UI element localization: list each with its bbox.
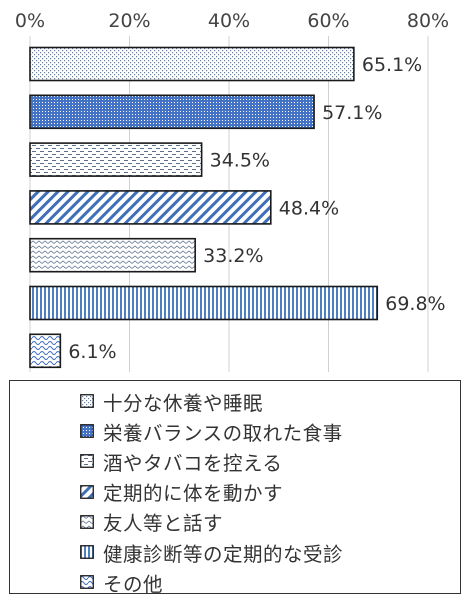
bar-chart: 0% 20% 40% 60% 80% 65.1% 57.1% 34.5% 48.4% 33.2%… (15, 10, 449, 372)
data-label: 48.4% (279, 197, 339, 219)
legend-swatch (80, 394, 94, 408)
legend-swatch (80, 514, 94, 529)
legend-item: 健康診断等の定期的な受診 (80, 538, 343, 566)
data-label: 65.1% (362, 54, 422, 76)
legend-swatch (80, 424, 94, 439)
legend-label: 栄養バランスの取れた食事 (103, 421, 343, 445)
bar-5 (29, 237, 196, 273)
bar-6 (29, 285, 379, 321)
legend-item: その他 (80, 568, 163, 596)
x-tick-label: 80% (407, 10, 449, 32)
legend-swatch (80, 545, 94, 559)
x-tick-label: 0% (15, 10, 45, 32)
legend-item: 十分な休養や睡眠 (80, 387, 263, 415)
bars (29, 46, 379, 369)
legend-label: 十分な休養や睡眠 (103, 391, 264, 415)
legend-label: 健康診断等の定期的な受診 (103, 542, 344, 566)
legend-label: 友人等と話す (103, 512, 224, 536)
legend-item: 定期的に体を動かす (80, 478, 283, 506)
bar-7 (29, 333, 62, 369)
legend-item: 酒やタバコを控える (80, 447, 282, 475)
data-label: 69.8% (385, 293, 445, 315)
bar-3 (29, 142, 203, 177)
legend-swatch (80, 575, 94, 590)
x-tick-label: 40% (208, 10, 250, 32)
data-label: 57.1% (322, 102, 382, 124)
x-axis-ticks: 0% 20% 40% 60% 80% (15, 10, 449, 32)
legend: 十分な休養や睡眠栄養バランスの取れた食事 酒やタバコを控える 定期的に体を動かす 友人… (9, 380, 461, 596)
bar-2 (29, 94, 315, 130)
x-tick-label: 60% (307, 10, 349, 32)
bar-4 (29, 190, 272, 225)
legend-label: 定期的に体を動かす (103, 482, 284, 506)
bar-1 (29, 46, 355, 82)
legend-swatch (80, 484, 94, 499)
x-tick-label: 20% (108, 10, 150, 32)
legend-item: 栄養バランスの取れた食事 (80, 417, 343, 445)
data-label: 6.1% (68, 341, 116, 363)
legend-item: 友人等と話す (80, 508, 223, 536)
legend-swatch (80, 454, 94, 469)
data-labels: 65.1% 57.1% 34.5% 48.4% 33.2% 69.8% 6.1% (68, 54, 445, 363)
legend-label: その他 (103, 572, 164, 596)
data-label: 33.2% (203, 245, 263, 267)
data-label: 34.5% (210, 150, 270, 172)
legend-label: 酒やタバコを控える (103, 451, 283, 475)
